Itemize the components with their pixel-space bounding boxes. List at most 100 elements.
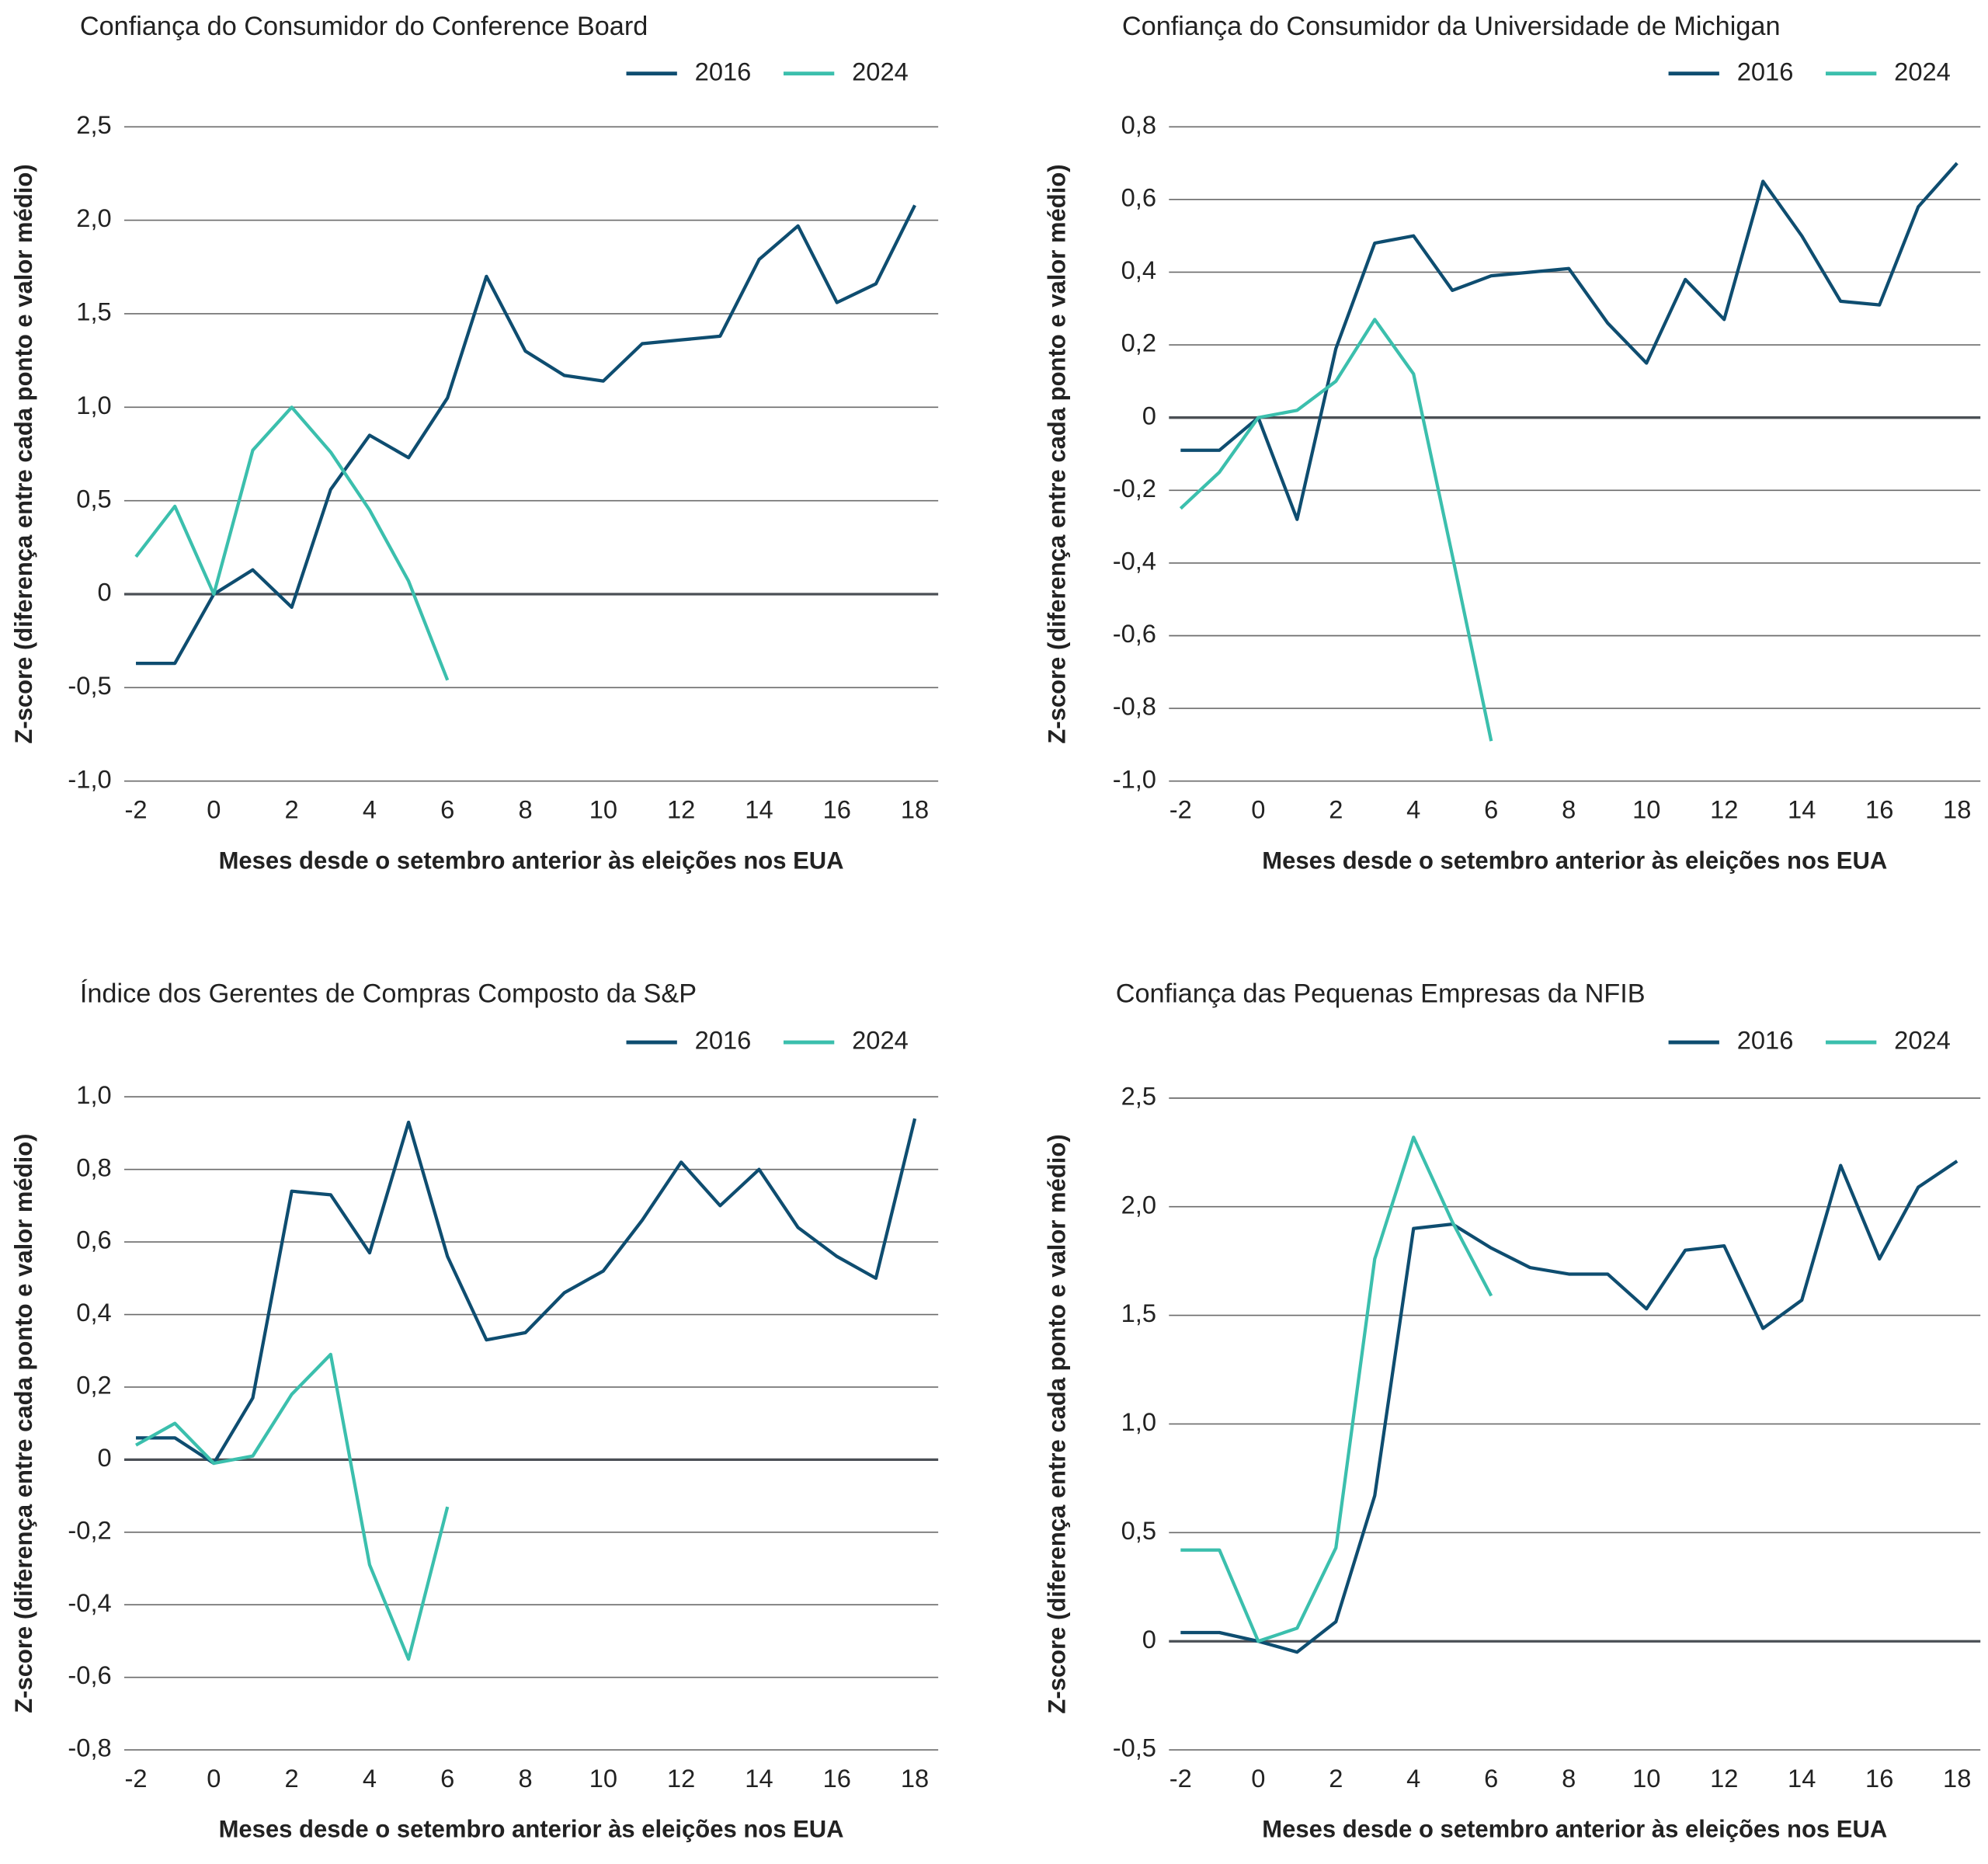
x-tick-label: 18 — [901, 1764, 929, 1793]
y-tick-label: 0,8 — [1121, 110, 1156, 139]
x-tick-label: -2 — [1170, 795, 1192, 824]
x-tick-label: 16 — [823, 795, 851, 824]
x-axis-label: Meses desde o setembro anterior às eleiç… — [219, 1816, 844, 1843]
y-tick-label: -0,6 — [1113, 619, 1156, 648]
y-tick-label: 0 — [1142, 401, 1156, 429]
x-tick-label: 6 — [1484, 1764, 1498, 1793]
x-tick-label: 2 — [285, 795, 299, 824]
chart-title: Confiança do Consumidor da Universidade … — [1122, 12, 1781, 41]
legend-label: 2016 — [1737, 57, 1794, 85]
x-tick-label: 4 — [363, 1764, 377, 1793]
chart-title: Confiança das Pequenas Empresas da NFIB — [1116, 979, 1646, 1009]
y-tick-label: 0,5 — [1121, 1516, 1156, 1545]
legend-label: 2024 — [1894, 57, 1951, 85]
x-tick-label: 0 — [1251, 795, 1265, 824]
y-tick-label: -0,8 — [68, 1734, 111, 1762]
x-tick-label: 8 — [518, 1764, 532, 1793]
y-tick-label: 0,6 — [1121, 183, 1156, 211]
legend-label: 2016 — [1737, 1026, 1794, 1055]
x-tick-label: 8 — [1562, 1764, 1576, 1793]
x-tick-label: 14 — [1788, 1764, 1816, 1793]
x-tick-label: 12 — [1710, 1764, 1738, 1793]
y-tick-label: 2,0 — [1121, 1190, 1156, 1219]
x-axis-label: Meses desde o setembro anterior às eleiç… — [219, 847, 844, 874]
y-tick-label: 0,6 — [76, 1226, 111, 1254]
y-tick-label: 2,5 — [1121, 1082, 1156, 1111]
y-tick-label: 0 — [98, 1443, 112, 1472]
x-tick-label: 16 — [823, 1764, 851, 1793]
chart-panel: Índice dos Gerentes de Compras Composto … — [10, 979, 939, 1843]
x-tick-label: 6 — [1484, 795, 1498, 824]
x-tick-label: 2 — [285, 1764, 299, 1793]
legend-label: 2024 — [1894, 1026, 1951, 1055]
x-axis-label: Meses desde o setembro anterior às eleiç… — [1262, 1816, 1887, 1843]
chart-panel: Confiança do Consumidor da Universidade … — [1043, 12, 1981, 874]
chart-panel: Confiança das Pequenas Empresas da NFIB -… — [1043, 979, 1981, 1843]
x-tick-label: -2 — [1170, 1764, 1192, 1793]
x-tick-label: 4 — [1406, 795, 1420, 824]
data-line — [1180, 162, 1958, 521]
chart-title: Confiança do Consumidor do Conference Bo… — [80, 12, 648, 41]
y-tick-label: 1,0 — [76, 391, 111, 419]
x-tick-label: 2 — [1329, 795, 1343, 824]
y-axis-label: Z-score (diferença entre cada ponto e va… — [1043, 1134, 1070, 1713]
legend-label: 2016 — [695, 1026, 752, 1055]
x-tick-label: 6 — [440, 1764, 454, 1793]
x-tick-label: 10 — [1632, 1764, 1660, 1793]
x-tick-label: 16 — [1865, 795, 1893, 824]
x-tick-label: 16 — [1865, 1764, 1893, 1793]
x-tick-label: 12 — [1710, 795, 1738, 824]
data-line — [1180, 1135, 1493, 1643]
data-line — [136, 1118, 917, 1466]
data-line — [136, 204, 916, 666]
data-line — [134, 405, 450, 681]
y-tick-label: -0,5 — [68, 671, 111, 700]
x-tick-label: 4 — [1406, 1764, 1420, 1793]
x-tick-label: 0 — [207, 795, 221, 824]
y-tick-label: 0 — [1142, 1625, 1156, 1654]
legend-label: 2024 — [852, 1026, 909, 1055]
legend-label: 2024 — [852, 57, 909, 85]
data-line — [1179, 318, 1493, 742]
y-tick-label: -0,2 — [68, 1515, 111, 1544]
x-tick-label: 14 — [745, 1764, 773, 1793]
x-tick-label: 12 — [667, 1764, 695, 1793]
x-tick-label: 0 — [1251, 1764, 1265, 1793]
data-line — [135, 1352, 450, 1661]
y-tick-label: 2,5 — [76, 110, 111, 139]
y-tick-label: -0,4 — [68, 1588, 111, 1617]
y-axis-label: Z-score (diferença entre cada ponto e va… — [10, 1134, 37, 1713]
y-tick-label: -1,0 — [1113, 764, 1156, 793]
x-tick-label: 14 — [1788, 795, 1816, 824]
x-tick-label: 12 — [667, 795, 695, 824]
y-axis-label: Z-score (diferença entre cada ponto e va… — [1043, 164, 1070, 743]
y-tick-label: -0,5 — [1113, 1734, 1156, 1762]
x-tick-label: 0 — [207, 1764, 221, 1793]
x-tick-label: 18 — [1943, 795, 1971, 824]
x-tick-label: 8 — [518, 795, 532, 824]
y-tick-label: 0,5 — [76, 484, 111, 513]
y-tick-label: 1,5 — [1121, 1299, 1156, 1327]
legend-label: 2016 — [695, 57, 752, 85]
x-tick-label: 18 — [901, 795, 929, 824]
x-tick-label: 10 — [589, 1764, 617, 1793]
x-tick-label: 18 — [1943, 1764, 1971, 1793]
x-tick-label: 6 — [440, 795, 454, 824]
x-tick-label: 2 — [1329, 1764, 1343, 1793]
y-tick-label: 0,2 — [1121, 329, 1156, 357]
x-tick-label: -2 — [125, 1764, 148, 1793]
y-axis-label: Z-score (diferença entre cada ponto e va… — [10, 164, 37, 743]
y-tick-label: -0,6 — [68, 1661, 111, 1689]
y-tick-label: -1,0 — [68, 764, 111, 793]
y-tick-label: 1,0 — [76, 1080, 111, 1109]
x-tick-label: -2 — [125, 795, 148, 824]
y-tick-label: 0,8 — [76, 1153, 111, 1181]
y-tick-label: 2,0 — [76, 203, 111, 232]
x-tick-label: 10 — [1632, 795, 1660, 824]
y-tick-label: 0,2 — [76, 1371, 111, 1400]
data-line — [1180, 1160, 1958, 1654]
x-tick-label: 14 — [745, 795, 773, 824]
y-tick-label: 1,0 — [1121, 1407, 1156, 1436]
chart-panel: Confiança do Consumidor do Conference Bo… — [10, 12, 939, 874]
